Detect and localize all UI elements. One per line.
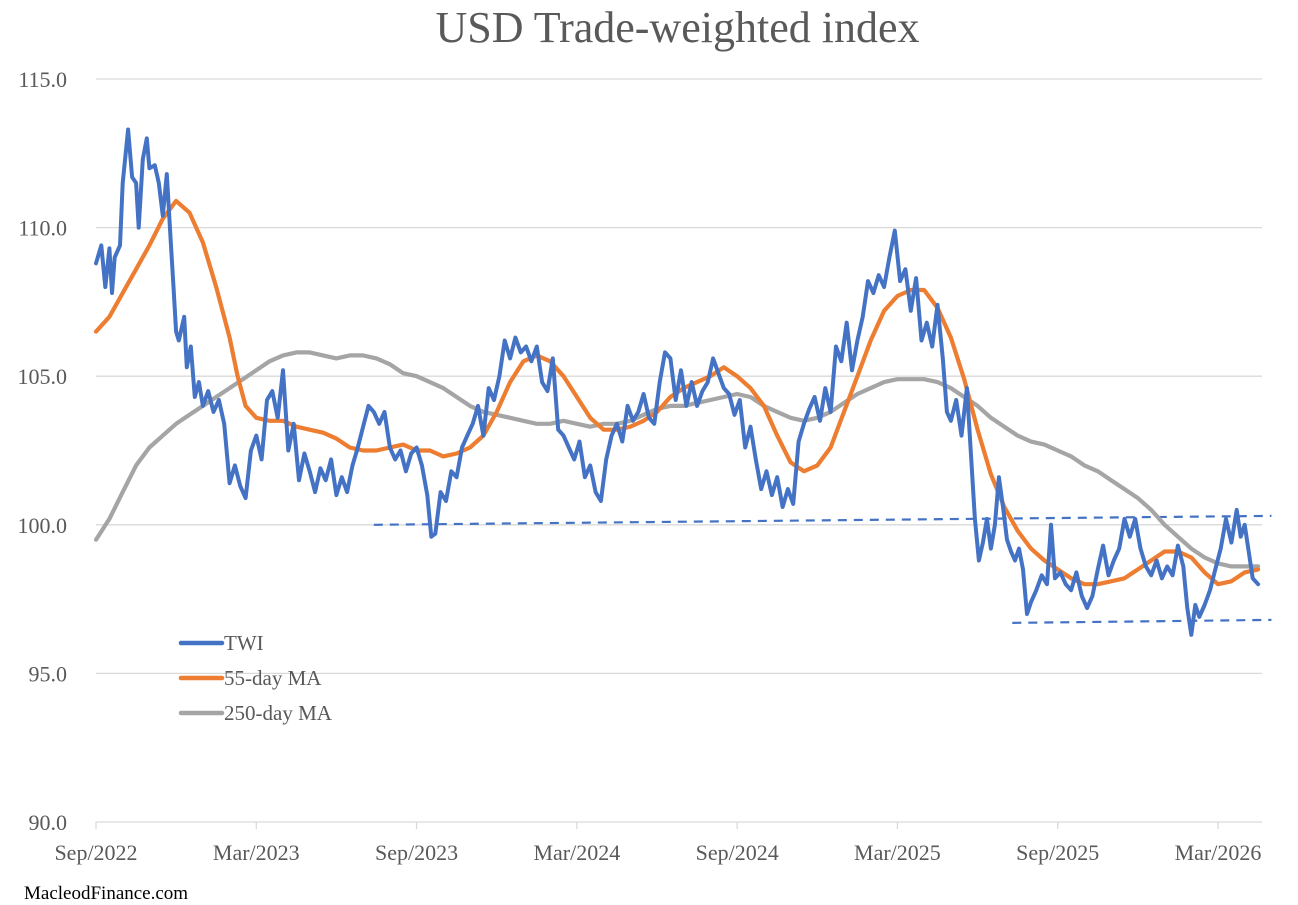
x-tick-label: Sep/2025 [1016, 840, 1099, 865]
trend-line-dashed [1012, 618, 1272, 624]
y-tick-label: 100.0 [18, 513, 68, 538]
x-tick-label: Sep/2024 [696, 840, 779, 865]
legend-label: TWI [224, 631, 264, 655]
source-credit: MacleodFinance.com [24, 883, 189, 904]
series-line-twi [94, 127, 1261, 637]
x-tick-label: Mar/2025 [854, 840, 941, 865]
annotation-lines [373, 514, 1272, 624]
series-line-250-day-ma [93, 350, 1261, 569]
series-lines [93, 127, 1261, 637]
x-axis: Sep/2022 Mar/2023 Sep/2023 Mar/2024 Sep/2024… [54, 822, 1261, 865]
x-tick-label: Mar/2026 [1175, 840, 1262, 865]
x-tick-label: Sep/2023 [375, 840, 458, 865]
y-axis-ticks: 90.0 95.0 100.0 105.0 110.0 115.0 [18, 67, 68, 835]
x-tick-label: Sep/2022 [54, 840, 137, 865]
x-tick-label: Mar/2024 [533, 840, 620, 865]
legend-label: 55-day MA [224, 666, 322, 690]
trend-line-dashed [373, 514, 1272, 526]
y-tick-label: 115.0 [18, 67, 67, 92]
y-tick-label: 95.0 [29, 661, 68, 686]
y-tick-label: 90.0 [29, 810, 68, 835]
legend-label: 250-day MA [224, 701, 333, 725]
y-tick-label: 110.0 [18, 216, 67, 241]
legend: TWI 55-day MA 250-day MA [178, 631, 333, 725]
y-tick-label: 105.0 [18, 364, 68, 389]
chart-title: USD Trade-weighted index [435, 3, 920, 52]
x-tick-label: Mar/2023 [213, 840, 300, 865]
